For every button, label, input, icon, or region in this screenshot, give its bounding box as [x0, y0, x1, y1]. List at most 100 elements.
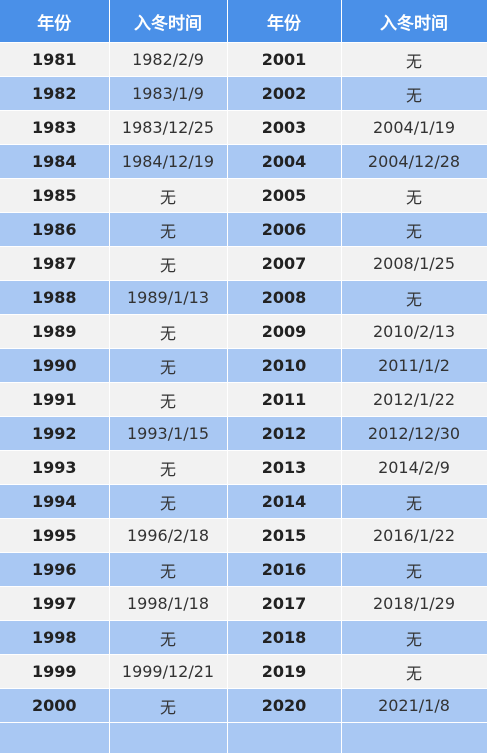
table-row: 1991 无 2011 2012/1/22 — [0, 382, 487, 417]
year-right-cell: 2019 — [227, 654, 342, 689]
table-row: 1983 1983/12/25 2003 2004/1/19 — [0, 110, 487, 145]
year-right-cell: 2017 — [227, 586, 342, 621]
date-left-cell: 1989/1/13 — [109, 280, 228, 315]
year-left-cell: 1991 — [0, 382, 110, 417]
date-right-cell: 2018/1/29 — [341, 586, 487, 621]
empty-row — [0, 722, 487, 754]
date-right-cell: 无 — [341, 620, 487, 655]
empty-cell — [227, 722, 342, 754]
year-left-cell: 1983 — [0, 110, 110, 145]
date-right-cell: 2016/1/22 — [341, 518, 487, 553]
date-right-cell: 2014/2/9 — [341, 450, 487, 485]
table-row: 1984 1984/12/19 2004 2004/12/28 — [0, 144, 487, 179]
date-left-cell: 无 — [109, 484, 228, 519]
table-row: 1998 无 2018 无 — [0, 620, 487, 655]
date-left-cell: 无 — [109, 382, 228, 417]
year-left-cell: 1989 — [0, 314, 110, 349]
year-left-cell: 1995 — [0, 518, 110, 553]
date-left-cell: 无 — [109, 348, 228, 383]
year-right-cell: 2003 — [227, 110, 342, 145]
table-header: 年份 入冬时间 年份 入冬时间 — [0, 0, 487, 43]
year-right-cell: 2016 — [227, 552, 342, 587]
date-left-cell: 无 — [109, 450, 228, 485]
date-right-cell: 2012/12/30 — [341, 416, 487, 451]
date-left-cell: 无 — [109, 620, 228, 655]
table-row: 1994 无 2014 无 — [0, 484, 487, 519]
date-left-cell: 无 — [109, 212, 228, 247]
year-left-cell: 1993 — [0, 450, 110, 485]
table-row: 1981 1982/2/9 2001 无 — [0, 42, 487, 77]
year-left-cell: 1987 — [0, 246, 110, 281]
year-left-cell: 1985 — [0, 178, 110, 213]
empty-cell — [109, 722, 228, 754]
table-row: 1985 无 2005 无 — [0, 178, 487, 213]
table-row: 2000 无 2020 2021/1/8 — [0, 688, 487, 723]
date-left-cell: 无 — [109, 688, 228, 723]
table-row: 1999 1999/12/21 2019 无 — [0, 654, 487, 689]
header-year-left: 年份 — [0, 0, 110, 43]
year-right-cell: 2009 — [227, 314, 342, 349]
year-right-cell: 2014 — [227, 484, 342, 519]
date-right-cell: 2004/12/28 — [341, 144, 487, 179]
year-left-cell: 1999 — [0, 654, 110, 689]
date-right-cell: 无 — [341, 654, 487, 689]
year-left-cell: 1990 — [0, 348, 110, 383]
year-right-cell: 2020 — [227, 688, 342, 723]
date-left-cell: 1982/2/9 — [109, 42, 228, 77]
date-right-cell: 2010/2/13 — [341, 314, 487, 349]
date-left-cell: 1984/12/19 — [109, 144, 228, 179]
year-right-cell: 2002 — [227, 76, 342, 111]
table-row: 1992 1993/1/15 2012 2012/12/30 — [0, 416, 487, 451]
header-row: 年份 入冬时间 年份 入冬时间 — [0, 0, 487, 43]
date-right-cell: 2021/1/8 — [341, 688, 487, 723]
date-left-cell: 无 — [109, 314, 228, 349]
year-right-cell: 2013 — [227, 450, 342, 485]
table-row: 1993 无 2013 2014/2/9 — [0, 450, 487, 485]
year-right-cell: 2012 — [227, 416, 342, 451]
table-row: 1997 1998/1/18 2017 2018/1/29 — [0, 586, 487, 621]
year-left-cell: 1998 — [0, 620, 110, 655]
year-left-cell: 2000 — [0, 688, 110, 723]
date-right-cell: 无 — [341, 42, 487, 77]
date-left-cell: 1998/1/18 — [109, 586, 228, 621]
date-left-cell: 1993/1/15 — [109, 416, 228, 451]
table-row: 1986 无 2006 无 — [0, 212, 487, 247]
header-date-left: 入冬时间 — [109, 0, 228, 43]
year-right-cell: 2005 — [227, 178, 342, 213]
table-row: 1988 1989/1/13 2008 无 — [0, 280, 487, 315]
year-left-cell: 1992 — [0, 416, 110, 451]
year-right-cell: 2006 — [227, 212, 342, 247]
year-left-cell: 1986 — [0, 212, 110, 247]
date-left-cell: 无 — [109, 552, 228, 587]
year-left-cell: 1981 — [0, 42, 110, 77]
year-right-cell: 2011 — [227, 382, 342, 417]
date-left-cell: 1983/12/25 — [109, 110, 228, 145]
year-left-cell: 1982 — [0, 76, 110, 111]
year-right-cell: 2001 — [227, 42, 342, 77]
header-date-right: 入冬时间 — [341, 0, 487, 43]
table-body: 1981 1982/2/9 2001 无 1982 1983/1/9 2002 无 1983 19… — [0, 42, 487, 754]
date-left-cell: 无 — [109, 246, 228, 281]
date-right-cell: 无 — [341, 212, 487, 247]
date-right-cell: 2008/1/25 — [341, 246, 487, 281]
year-right-cell: 2018 — [227, 620, 342, 655]
empty-cell — [0, 722, 110, 754]
table-row: 1990 无 2010 2011/1/2 — [0, 348, 487, 383]
date-right-cell: 无 — [341, 484, 487, 519]
date-right-cell: 无 — [341, 552, 487, 587]
header-year-right: 年份 — [227, 0, 342, 43]
year-right-cell: 2015 — [227, 518, 342, 553]
year-left-cell: 1988 — [0, 280, 110, 315]
date-right-cell: 2011/1/2 — [341, 348, 487, 383]
year-left-cell: 1994 — [0, 484, 110, 519]
year-right-cell: 2004 — [227, 144, 342, 179]
year-left-cell: 1997 — [0, 586, 110, 621]
year-right-cell: 2008 — [227, 280, 342, 315]
date-left-cell: 无 — [109, 178, 228, 213]
date-right-cell: 无 — [341, 178, 487, 213]
year-right-cell: 2007 — [227, 246, 342, 281]
date-right-cell: 2012/1/22 — [341, 382, 487, 417]
date-left-cell: 1999/12/21 — [109, 654, 228, 689]
table-row: 1982 1983/1/9 2002 无 — [0, 76, 487, 111]
